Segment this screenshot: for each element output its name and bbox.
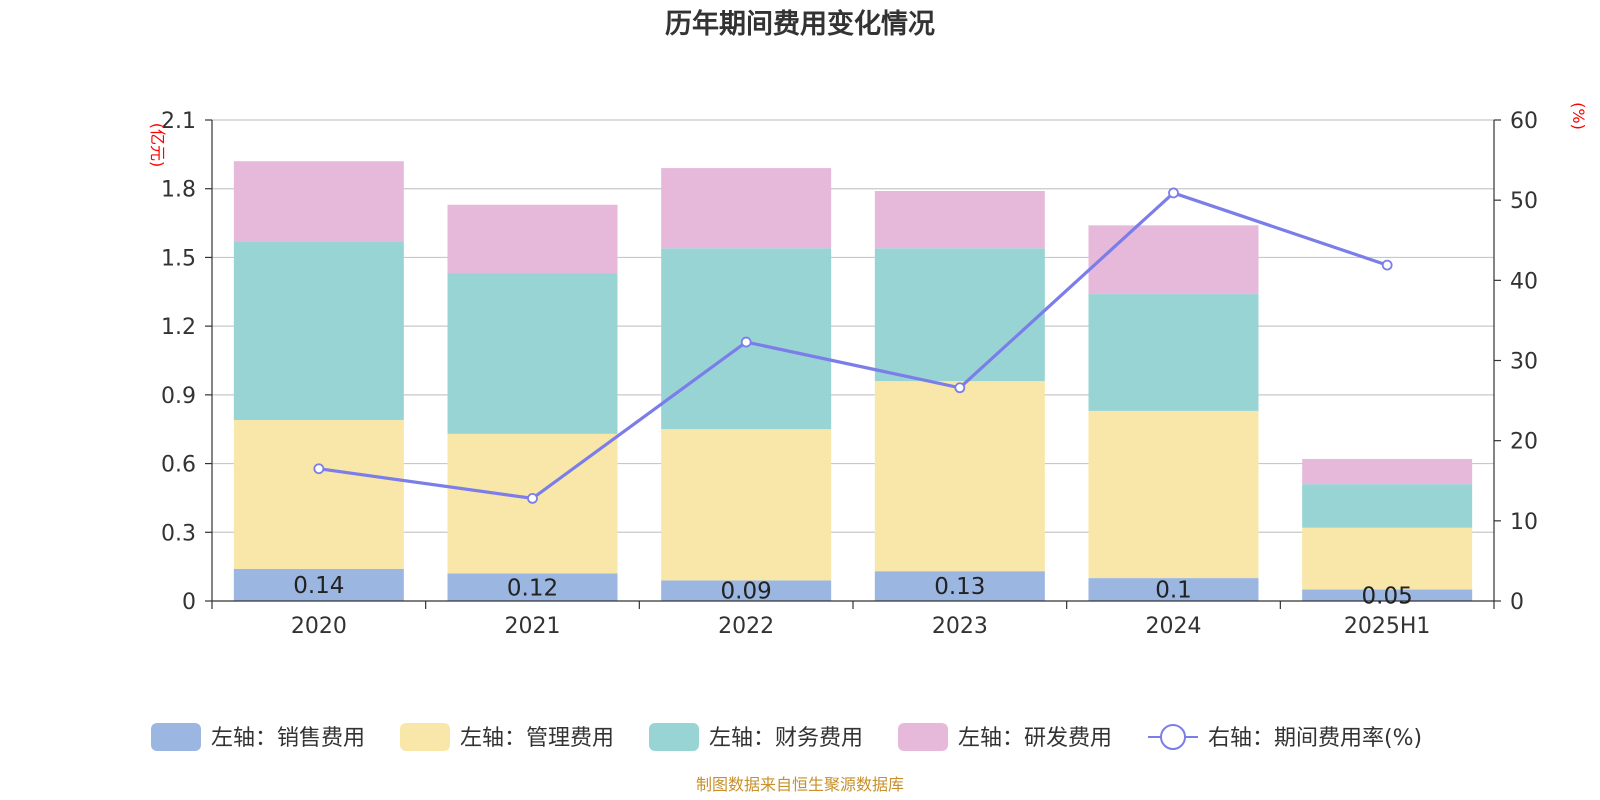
data-labels: 0.14 0.12 0.09 0.13 0.1 0.05 <box>293 573 1413 609</box>
bar-segment <box>661 168 832 249</box>
legend-label: 左轴：管理费用 <box>460 726 614 751</box>
bar-segment <box>1302 527 1473 590</box>
bar-series <box>233 161 1473 601</box>
bar-segment <box>447 573 618 601</box>
bar-segment <box>874 571 1045 601</box>
bar-segment <box>874 381 1045 572</box>
left-axis-tick-label: 0.6 <box>161 453 196 478</box>
rate-point <box>313 463 325 475</box>
left-axis-tick-label: 0.3 <box>161 521 196 546</box>
bar-segment <box>1088 294 1259 411</box>
x-axis-tick-label: 2022 <box>718 614 774 639</box>
x-axis-tick-label: 2023 <box>932 614 988 639</box>
bar-segment <box>1088 225 1259 295</box>
x-axis-tick-label: 2025H1 <box>1344 614 1431 639</box>
right-axis-unit: (%) <box>1569 102 1588 130</box>
bar-segment <box>1302 484 1473 528</box>
left-axis-tick-label: 1.5 <box>161 246 196 271</box>
data-label: 0.05 <box>1362 583 1413 609</box>
bar-segment <box>1302 458 1473 485</box>
rate-point <box>527 492 538 504</box>
right-axis-tick-label: 60 <box>1510 109 1538 134</box>
chart-title: 历年期间费用变化情况 <box>665 8 935 40</box>
legend-label: 左轴：财务费用 <box>709 726 863 751</box>
data-label: 0.1 <box>1155 578 1192 604</box>
legend-swatch <box>898 723 948 751</box>
bar-segment <box>874 191 1045 249</box>
bar-segment <box>1088 578 1259 601</box>
rate-line <box>318 191 1388 501</box>
bar-segment <box>1302 589 1473 601</box>
bar-segment <box>661 580 832 601</box>
bar-segment <box>233 568 404 601</box>
left-axis-tick-label: 2.1 <box>161 109 196 134</box>
right-axis-tick-label: 20 <box>1510 430 1538 455</box>
left-axis-tick-label: 1.8 <box>161 178 196 203</box>
data-label: 0.12 <box>507 575 558 601</box>
legend-label: 左轴：研发费用 <box>958 726 1112 751</box>
bar-segment <box>233 241 404 421</box>
bar-segment <box>874 248 1045 382</box>
bar-segment <box>233 420 404 569</box>
axes: 0 0.3 0.6 0.9 1.2 1.5 1.8 2.1 0 10 20 30 40 50 60 2020 2… <box>161 109 1538 639</box>
right-axis-tick-label: 50 <box>1510 189 1538 214</box>
data-label: 0.13 <box>934 574 985 600</box>
bar-segment <box>1088 410 1259 579</box>
legend-label: 右轴：期间费用率(%) <box>1208 726 1422 751</box>
bar-segment <box>233 161 404 242</box>
right-axis-tick-label: 0 <box>1510 590 1524 615</box>
left-axis-unit: (亿元) <box>148 123 167 168</box>
x-axis-tick-label: 2021 <box>505 614 561 639</box>
x-axis-tick-label: 2020 <box>291 614 347 639</box>
legend-swatch <box>151 723 201 751</box>
rate-point <box>740 336 752 348</box>
rate-line-series <box>313 187 1393 504</box>
data-label: 0.09 <box>721 579 772 605</box>
left-axis-tick-label: 0.9 <box>161 384 196 409</box>
right-axis-tick-label: 40 <box>1510 269 1538 294</box>
legend-swatch <box>649 723 699 751</box>
legend: 左轴：销售费用 左轴：管理费用 左轴：财务费用 左轴：研发费用 右轴：期间费用率(%) <box>151 723 1422 751</box>
right-axis-tick-label: 10 <box>1510 510 1538 535</box>
rate-point <box>954 382 966 394</box>
left-axis-tick-label: 1.2 <box>161 315 196 340</box>
legend-marker <box>1160 724 1186 750</box>
left-axis-tick-label: 0 <box>182 590 196 615</box>
grid-lines <box>212 119 1494 533</box>
legend-swatch <box>400 723 450 751</box>
bar-segment <box>447 273 618 434</box>
data-label: 0.14 <box>293 573 344 599</box>
legend-label: 左轴：销售费用 <box>211 726 365 751</box>
source-note: 制图数据来自恒生聚源数据库 <box>696 775 904 794</box>
rate-point <box>1168 187 1179 199</box>
bar-segment <box>661 429 832 581</box>
x-axis-tick-label: 2024 <box>1146 614 1202 639</box>
right-axis-tick-label: 30 <box>1510 350 1538 375</box>
bar-segment <box>447 204 618 274</box>
rate-point <box>1381 259 1393 271</box>
